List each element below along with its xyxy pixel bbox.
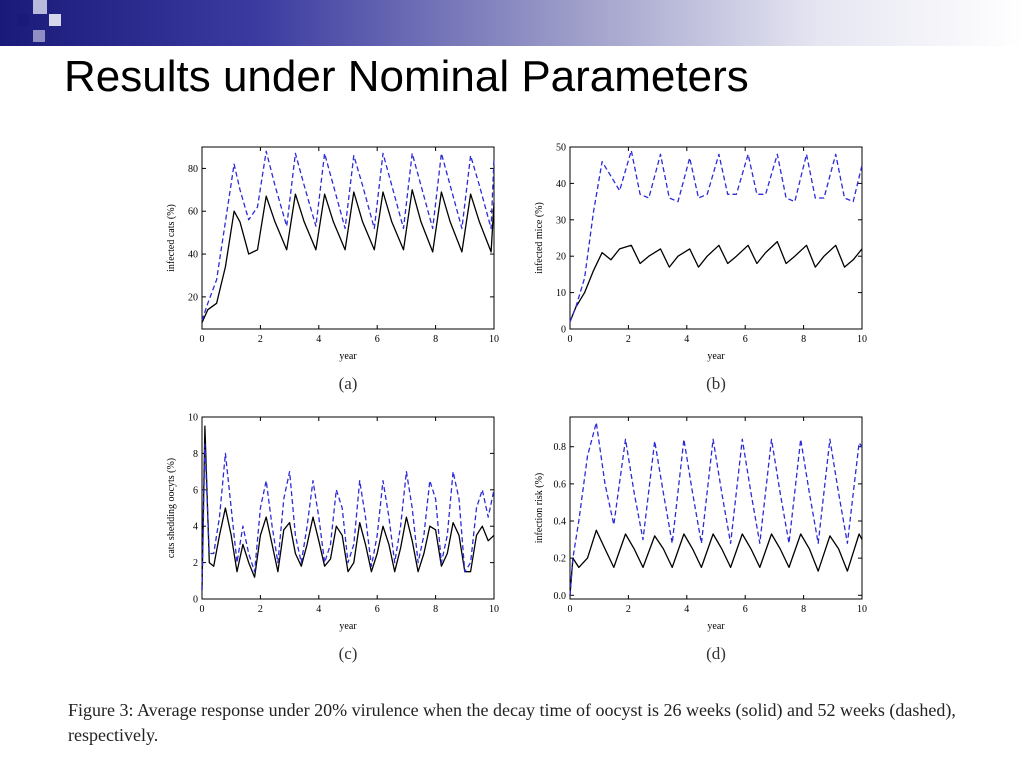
plot-frame	[201, 416, 495, 600]
x-tick-label: 6	[743, 604, 748, 615]
chart-svg: 0 2 4 6 8 10 0 2 4 6 8 10 year cats shedding oocyts (…	[166, 413, 499, 664]
x-tick-label: 10	[857, 604, 867, 615]
x-tick-label: 0	[568, 334, 573, 345]
chart-svg: 0 2 4 6 8 10 20 40 60 80 year infected cats (%) (a)	[166, 146, 499, 393]
y-tick-label: 0.4	[554, 517, 567, 528]
x-axis-label: year	[339, 351, 357, 362]
figure-caption: Figure 3: Average response under 20% vir…	[68, 700, 956, 745]
y-tick-label: 20	[188, 292, 198, 303]
chart-b: 0 2 4 6 8 10 0 10 20 30 40 50 year infected mice (%) (…	[518, 135, 878, 405]
x-tick-label: 10	[489, 334, 499, 345]
y-tick-label: 30	[556, 215, 566, 226]
series-line-solid	[569, 529, 863, 596]
header-banner	[0, 0, 1024, 46]
series-line-dashed	[201, 443, 495, 590]
x-axis-label: year	[707, 621, 725, 632]
y-tick-label: 0.6	[554, 479, 567, 490]
chart-a: 0 2 4 6 8 10 20 40 60 80 year infected cats (%) (a)	[150, 135, 510, 405]
x-tick-label: 6	[743, 334, 748, 345]
x-tick-label: 6	[375, 334, 380, 345]
y-tick-label: 0.8	[554, 442, 567, 453]
x-tick-label: 6	[375, 604, 380, 615]
y-tick-label: 10	[188, 413, 198, 424]
chart-d: 0 2 4 6 8 10 0.0 0.2 0.4 0.6 0.8 year infection risk…	[518, 405, 878, 675]
y-axis-label: cats shedding oocyts (%)	[166, 458, 177, 558]
y-tick-label: 2	[193, 558, 198, 569]
series-line-solid	[201, 189, 495, 323]
logo-square-large	[17, 14, 29, 26]
x-tick-label: 8	[801, 604, 806, 615]
y-tick-label: 80	[188, 164, 198, 175]
chart-svg: 0 2 4 6 8 10 0 10 20 30 40 50 year infected mice (%) (…	[534, 143, 867, 394]
panel-label: (b)	[706, 374, 726, 393]
x-tick-label: 2	[626, 604, 631, 615]
x-tick-label: 2	[258, 604, 263, 615]
y-tick-label: 40	[188, 250, 198, 261]
page-title: Results under Nominal Parameters	[64, 52, 749, 101]
x-tick-label: 8	[433, 334, 438, 345]
x-axis-label: year	[707, 351, 725, 362]
x-tick-label: 2	[626, 334, 631, 345]
x-tick-label: 10	[489, 604, 499, 615]
y-tick-label: 60	[188, 207, 198, 218]
y-axis-label: infection risk (%)	[534, 473, 545, 544]
chart-svg: 0 2 4 6 8 10 0.0 0.2 0.4 0.6 0.8 year infection risk…	[534, 416, 867, 663]
x-tick-label: 10	[857, 334, 867, 345]
y-tick-label: 0	[561, 325, 566, 336]
y-tick-label: 0.2	[554, 554, 567, 565]
x-tick-label: 0	[200, 604, 205, 615]
plot-frame	[569, 146, 863, 330]
plot-frame	[569, 416, 863, 600]
y-tick-label: 40	[556, 179, 566, 190]
series-line-dashed	[569, 421, 863, 596]
panel-label: (d)	[706, 644, 726, 663]
chart-c: 0 2 4 6 8 10 0 2 4 6 8 10 year cats shedding oocyts (…	[150, 405, 510, 675]
x-axis-label: year	[339, 621, 357, 632]
y-tick-label: 10	[556, 288, 566, 299]
series-line-dashed	[201, 150, 495, 321]
y-tick-label: 4	[193, 522, 198, 533]
logo-square-pale	[49, 14, 61, 26]
y-tick-label: 8	[193, 449, 198, 460]
logo-square-mid	[33, 30, 45, 42]
y-tick-label: 0.0	[554, 591, 567, 602]
panel-label: (a)	[339, 374, 358, 393]
x-tick-label: 0	[200, 334, 205, 345]
series-line-solid	[569, 240, 863, 322]
series-line-solid	[201, 425, 495, 590]
y-axis-label: infected cats (%)	[166, 204, 177, 272]
x-tick-label: 4	[684, 604, 689, 615]
x-tick-label: 4	[316, 604, 321, 615]
y-axis-label: infected mice (%)	[534, 202, 545, 274]
y-tick-label: 50	[556, 143, 566, 154]
x-tick-label: 4	[684, 334, 689, 345]
y-tick-label: 0	[193, 595, 198, 606]
y-tick-label: 20	[556, 252, 566, 263]
series-line-dashed	[569, 149, 863, 322]
x-tick-label: 0	[568, 604, 573, 615]
y-tick-label: 6	[193, 485, 198, 496]
x-tick-label: 8	[801, 334, 806, 345]
panel-label: (c)	[339, 644, 358, 663]
x-tick-label: 2	[258, 334, 263, 345]
plot-frame	[201, 146, 495, 330]
logo-square-light	[33, 0, 47, 14]
x-tick-label: 8	[433, 604, 438, 615]
x-tick-label: 4	[316, 334, 321, 345]
figure: 0 2 4 6 8 10 20 40 60 80 year infected cats (%) (a) …	[150, 135, 880, 675]
